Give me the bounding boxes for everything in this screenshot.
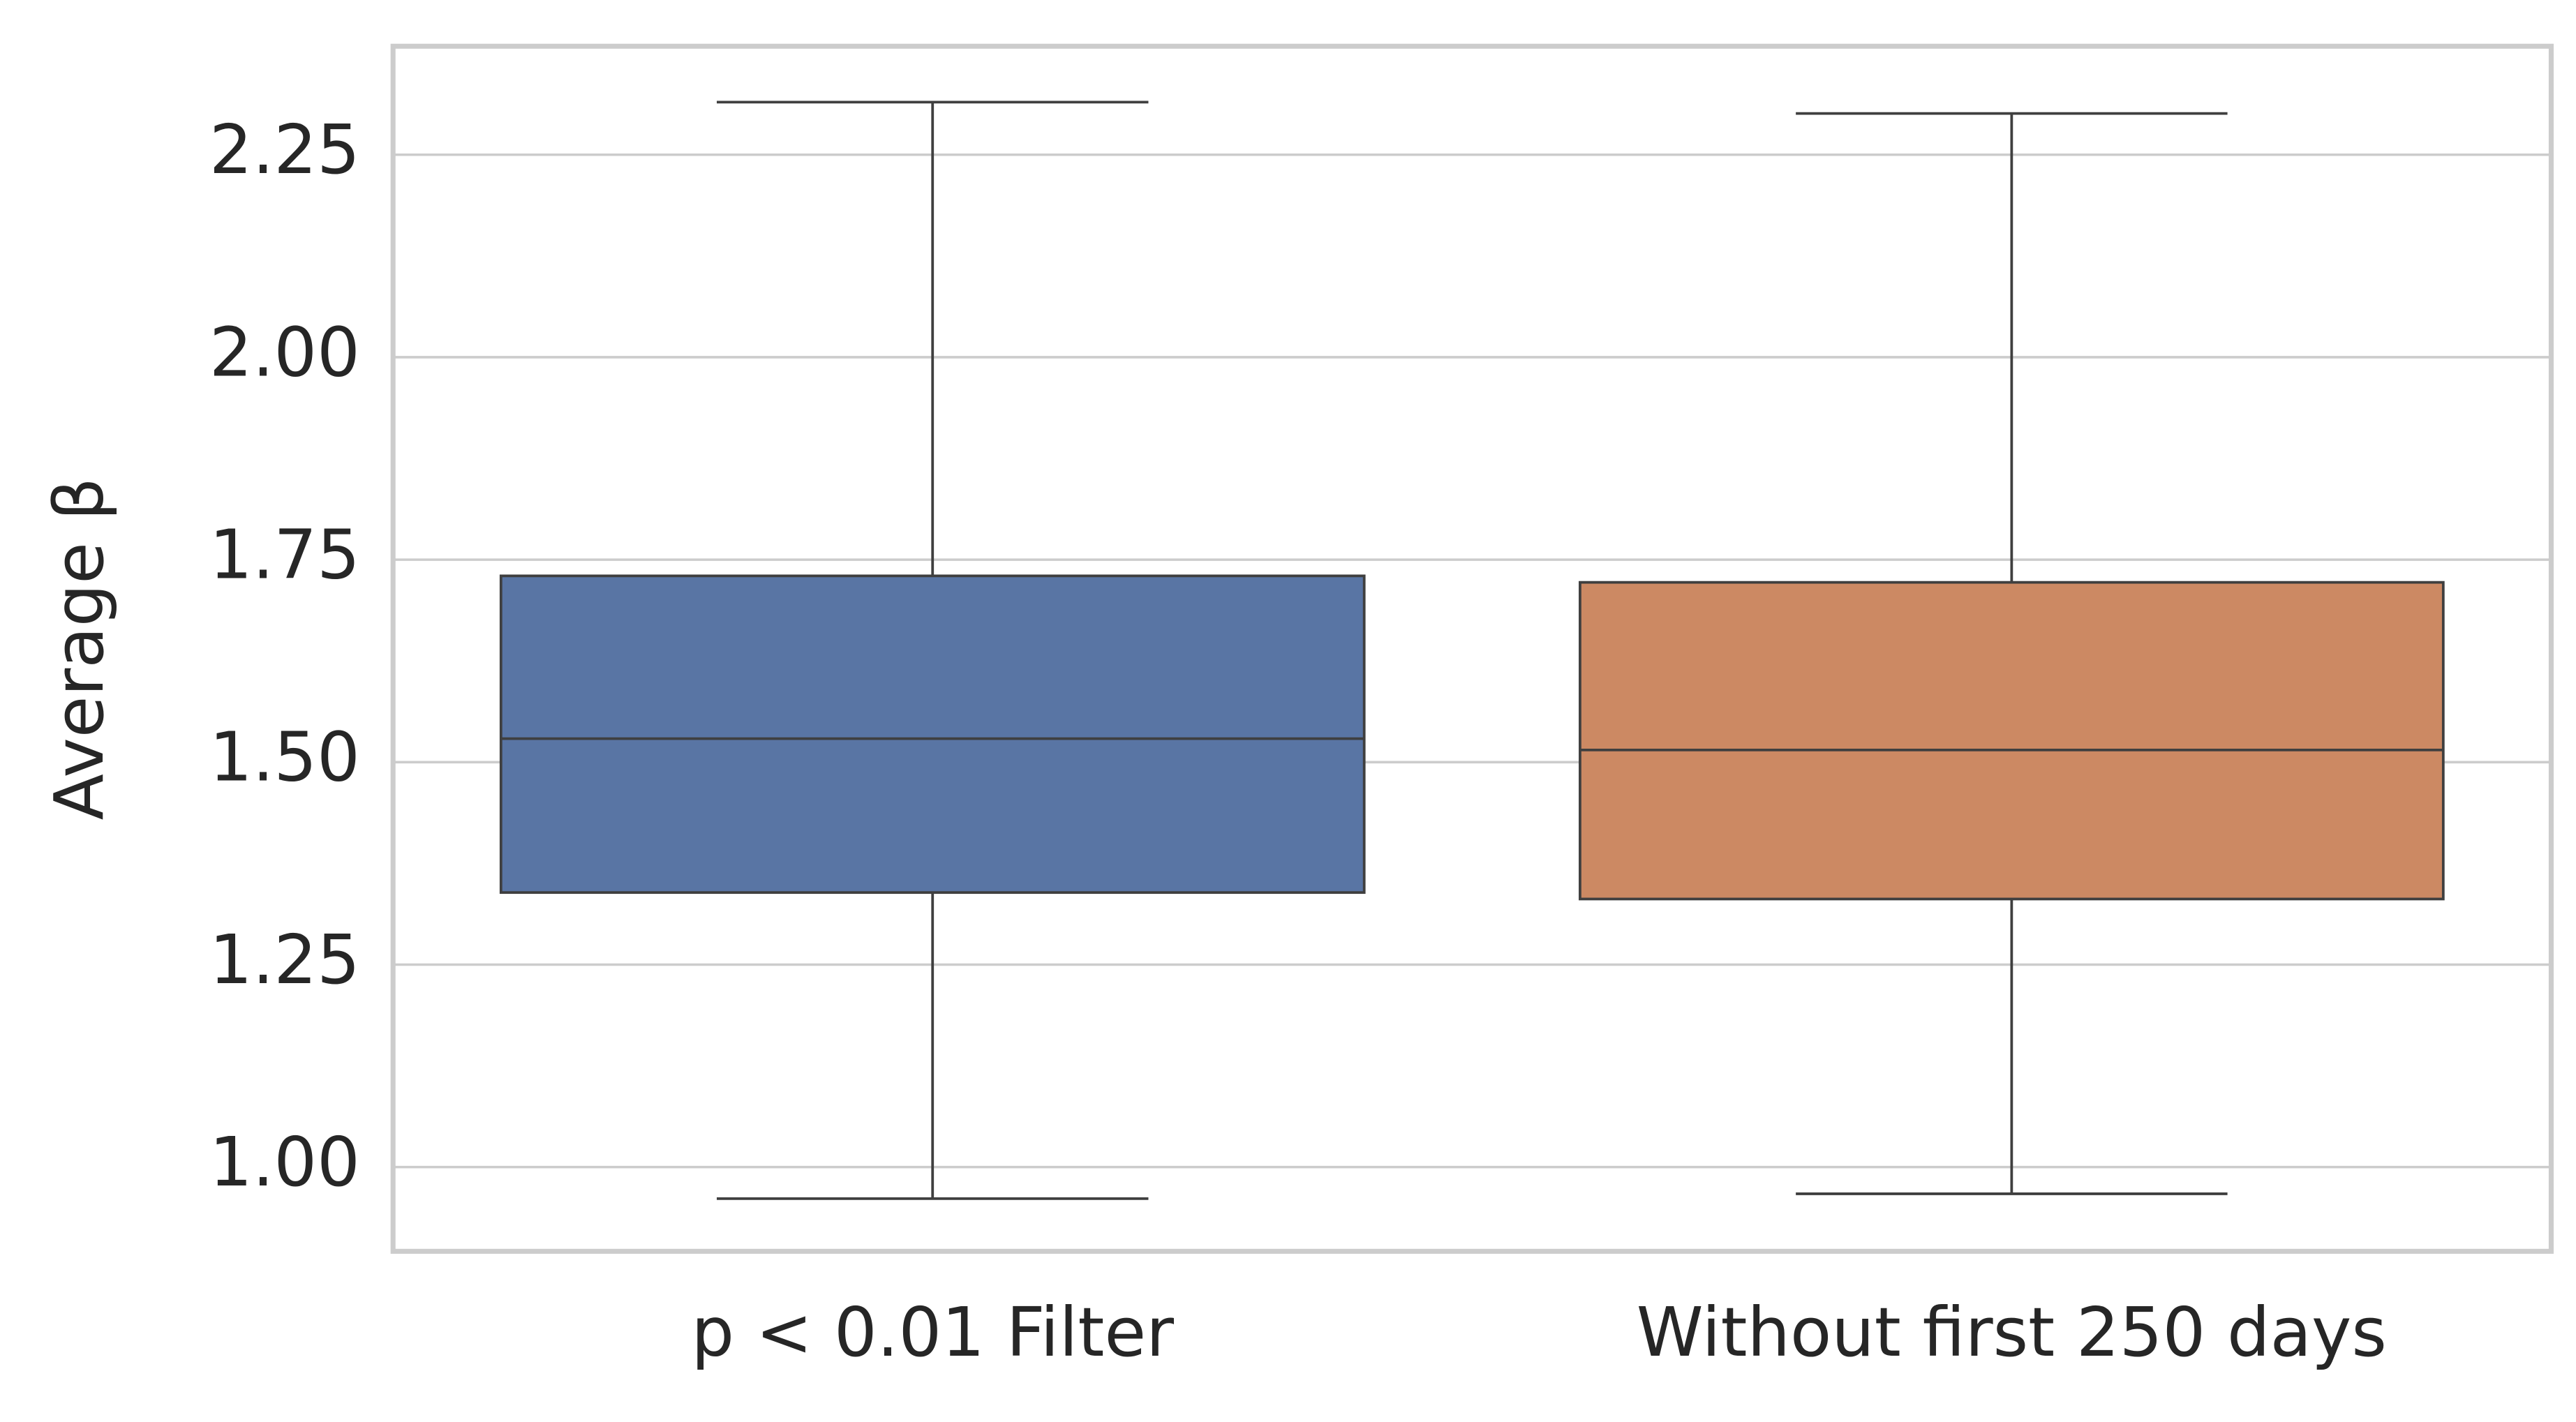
y-tick-label: 1.25 xyxy=(209,920,360,999)
box xyxy=(499,574,1366,895)
plot-frame xyxy=(390,43,2554,1254)
box xyxy=(1579,581,2445,901)
y-tick-label: 1.75 xyxy=(209,515,360,594)
y-tick-label: 1.50 xyxy=(209,718,360,797)
y-axis-label: Average β xyxy=(40,477,119,820)
y-tick-label: 2.25 xyxy=(209,110,360,189)
x-tick-label: Without first 250 days xyxy=(1637,1293,2387,1372)
y-tick-label: 2.00 xyxy=(209,313,360,391)
y-tick-label: 1.00 xyxy=(209,1123,360,1202)
x-tick-label: p < 0.01 Filter xyxy=(691,1293,1174,1372)
